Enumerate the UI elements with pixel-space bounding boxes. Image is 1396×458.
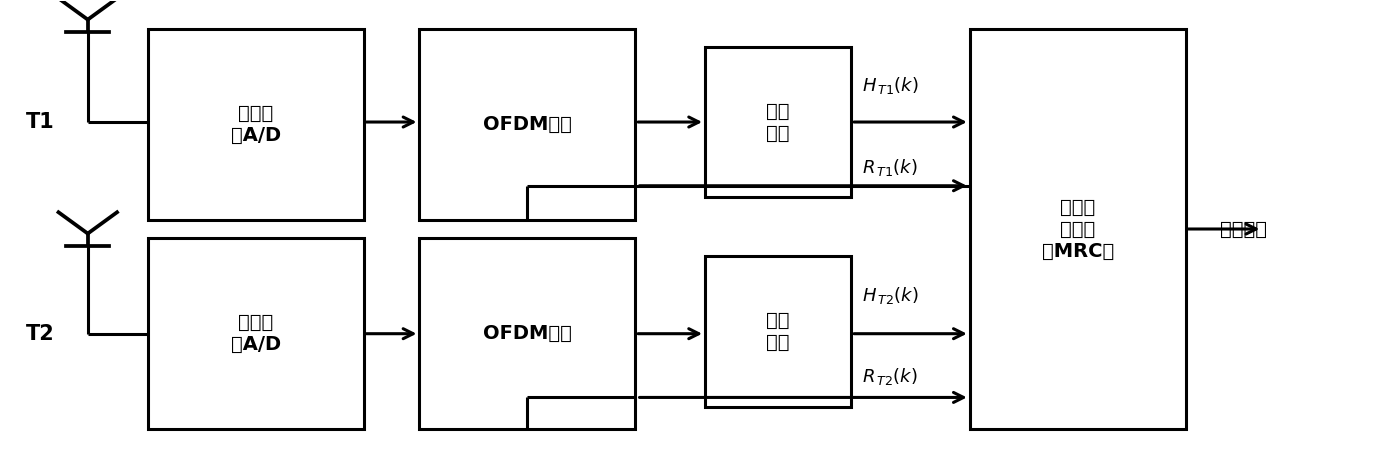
Text: 高频头
和A/D: 高频头 和A/D bbox=[230, 313, 281, 354]
Bar bbox=[705, 47, 852, 197]
Text: 至译码器: 至译码器 bbox=[1220, 219, 1268, 239]
Bar bbox=[148, 29, 363, 220]
Text: 信道
估计: 信道 估计 bbox=[766, 102, 790, 142]
Text: OFDM解调: OFDM解调 bbox=[483, 324, 572, 343]
Bar bbox=[705, 256, 852, 407]
Text: T1: T1 bbox=[27, 112, 54, 132]
Text: $R_{\,T2}(k)$: $R_{\,T2}(k)$ bbox=[863, 366, 919, 387]
Bar bbox=[419, 29, 635, 220]
Text: 最大比
率合并
（MRC）: 最大比 率合并 （MRC） bbox=[1041, 197, 1114, 261]
Text: $H_{\,T2}(k)$: $H_{\,T2}(k)$ bbox=[863, 284, 919, 305]
Text: $H_{\,T1}(k)$: $H_{\,T1}(k)$ bbox=[863, 75, 919, 96]
Bar bbox=[970, 29, 1185, 429]
Bar bbox=[148, 238, 363, 429]
Text: 高频头
和A/D: 高频头 和A/D bbox=[230, 104, 281, 145]
Text: T2: T2 bbox=[27, 324, 54, 344]
Text: OFDM解调: OFDM解调 bbox=[483, 115, 572, 134]
Bar bbox=[419, 238, 635, 429]
Text: 信道
估计: 信道 估计 bbox=[766, 311, 790, 352]
Text: $R_{\,T1}(k)$: $R_{\,T1}(k)$ bbox=[863, 157, 919, 178]
